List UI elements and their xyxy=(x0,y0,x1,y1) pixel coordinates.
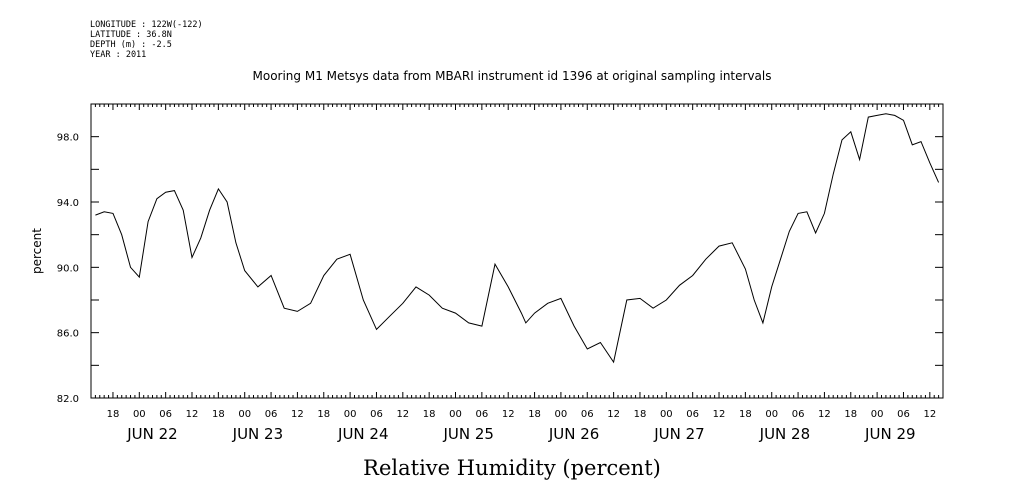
meta-year: YEAR : 2011 xyxy=(90,50,147,60)
x-hour-tick-label: 06 xyxy=(792,409,805,420)
humidity-series-line xyxy=(95,113,940,364)
metadata-block: LONGITUDE : 122W(-122) LATITUDE : 36.8N … xyxy=(90,20,203,60)
x-hour-tick-label: 12 xyxy=(923,409,936,420)
x-hour-tick-label: 18 xyxy=(317,409,330,420)
x-hour-tick-label: 12 xyxy=(818,409,831,420)
meta-longitude: LONGITUDE : 122W(-122) xyxy=(90,20,203,30)
y-tick-label: 98.0 xyxy=(57,133,79,144)
x-day-label: JUN 23 xyxy=(232,425,283,443)
y-axis-label: percent xyxy=(30,228,44,274)
plot-frame xyxy=(90,103,944,399)
x-hour-tick-label: 06 xyxy=(265,409,278,420)
x-hour-tick-label: 00 xyxy=(871,409,884,420)
x-hour-tick-label: 18 xyxy=(212,409,225,420)
axis-ticks xyxy=(91,103,943,399)
x-day-label: JUN 28 xyxy=(759,425,810,443)
x-hour-tick-label: 12 xyxy=(396,409,409,420)
y-tick-label: 86.0 xyxy=(57,329,79,340)
x-hour-tick-label: 00 xyxy=(449,409,462,420)
x-hour-tick-label: 06 xyxy=(475,409,488,420)
x-hour-tick-label: 18 xyxy=(107,409,120,420)
x-hour-tick-label: 00 xyxy=(660,409,673,420)
x-day-label: JUN 26 xyxy=(548,425,599,443)
x-hour-tick-label: 06 xyxy=(897,409,910,420)
meta-depth: DEPTH (m) : -2.5 xyxy=(90,40,172,50)
x-day-label: JUN 29 xyxy=(864,425,915,443)
y-tick-label: 90.0 xyxy=(57,263,79,274)
axis-tick-labels: 18 00 06 12 18 00 06 12 18 00 06 12 18 00 06 12 18 00 06 12… xyxy=(57,133,936,443)
x-hour-tick-label: 18 xyxy=(634,409,647,420)
x-hour-tick-label: 00 xyxy=(765,409,778,420)
x-hour-tick-label: 00 xyxy=(238,409,251,420)
x-hour-tick-label: 12 xyxy=(607,409,620,420)
x-hour-tick-label: 00 xyxy=(133,409,146,420)
x-hour-tick-label: 12 xyxy=(713,409,726,420)
x-hour-tick-label: 18 xyxy=(844,409,857,420)
x-hour-tick-label: 00 xyxy=(555,409,568,420)
y-tick-label: 82.0 xyxy=(57,394,79,405)
x-hour-tick-label: 12 xyxy=(291,409,304,420)
x-day-label: JUN 25 xyxy=(442,425,493,443)
x-day-label: JUN 27 xyxy=(653,425,704,443)
x-hour-tick-label: 06 xyxy=(686,409,699,420)
x-hour-tick-label: 06 xyxy=(370,409,383,420)
x-hour-tick-label: 06 xyxy=(581,409,594,420)
x-axis-label: Relative Humidity (percent) xyxy=(363,456,661,480)
x-hour-tick-label: 18 xyxy=(739,409,752,420)
x-hour-tick-label: 12 xyxy=(502,409,515,420)
x-day-label: JUN 22 xyxy=(126,425,177,443)
x-hour-tick-label: 18 xyxy=(528,409,541,420)
chart-title: Mooring M1 Metsys data from MBARI instru… xyxy=(253,69,772,83)
x-hour-tick-label: 00 xyxy=(344,409,357,420)
x-day-label: JUN 24 xyxy=(337,425,388,443)
y-tick-label: 94.0 xyxy=(57,198,79,209)
x-hour-tick-label: 06 xyxy=(159,409,172,420)
meta-latitude: LATITUDE : 36.8N xyxy=(90,30,172,40)
x-hour-tick-label: 18 xyxy=(423,409,436,420)
x-hour-tick-label: 12 xyxy=(186,409,199,420)
